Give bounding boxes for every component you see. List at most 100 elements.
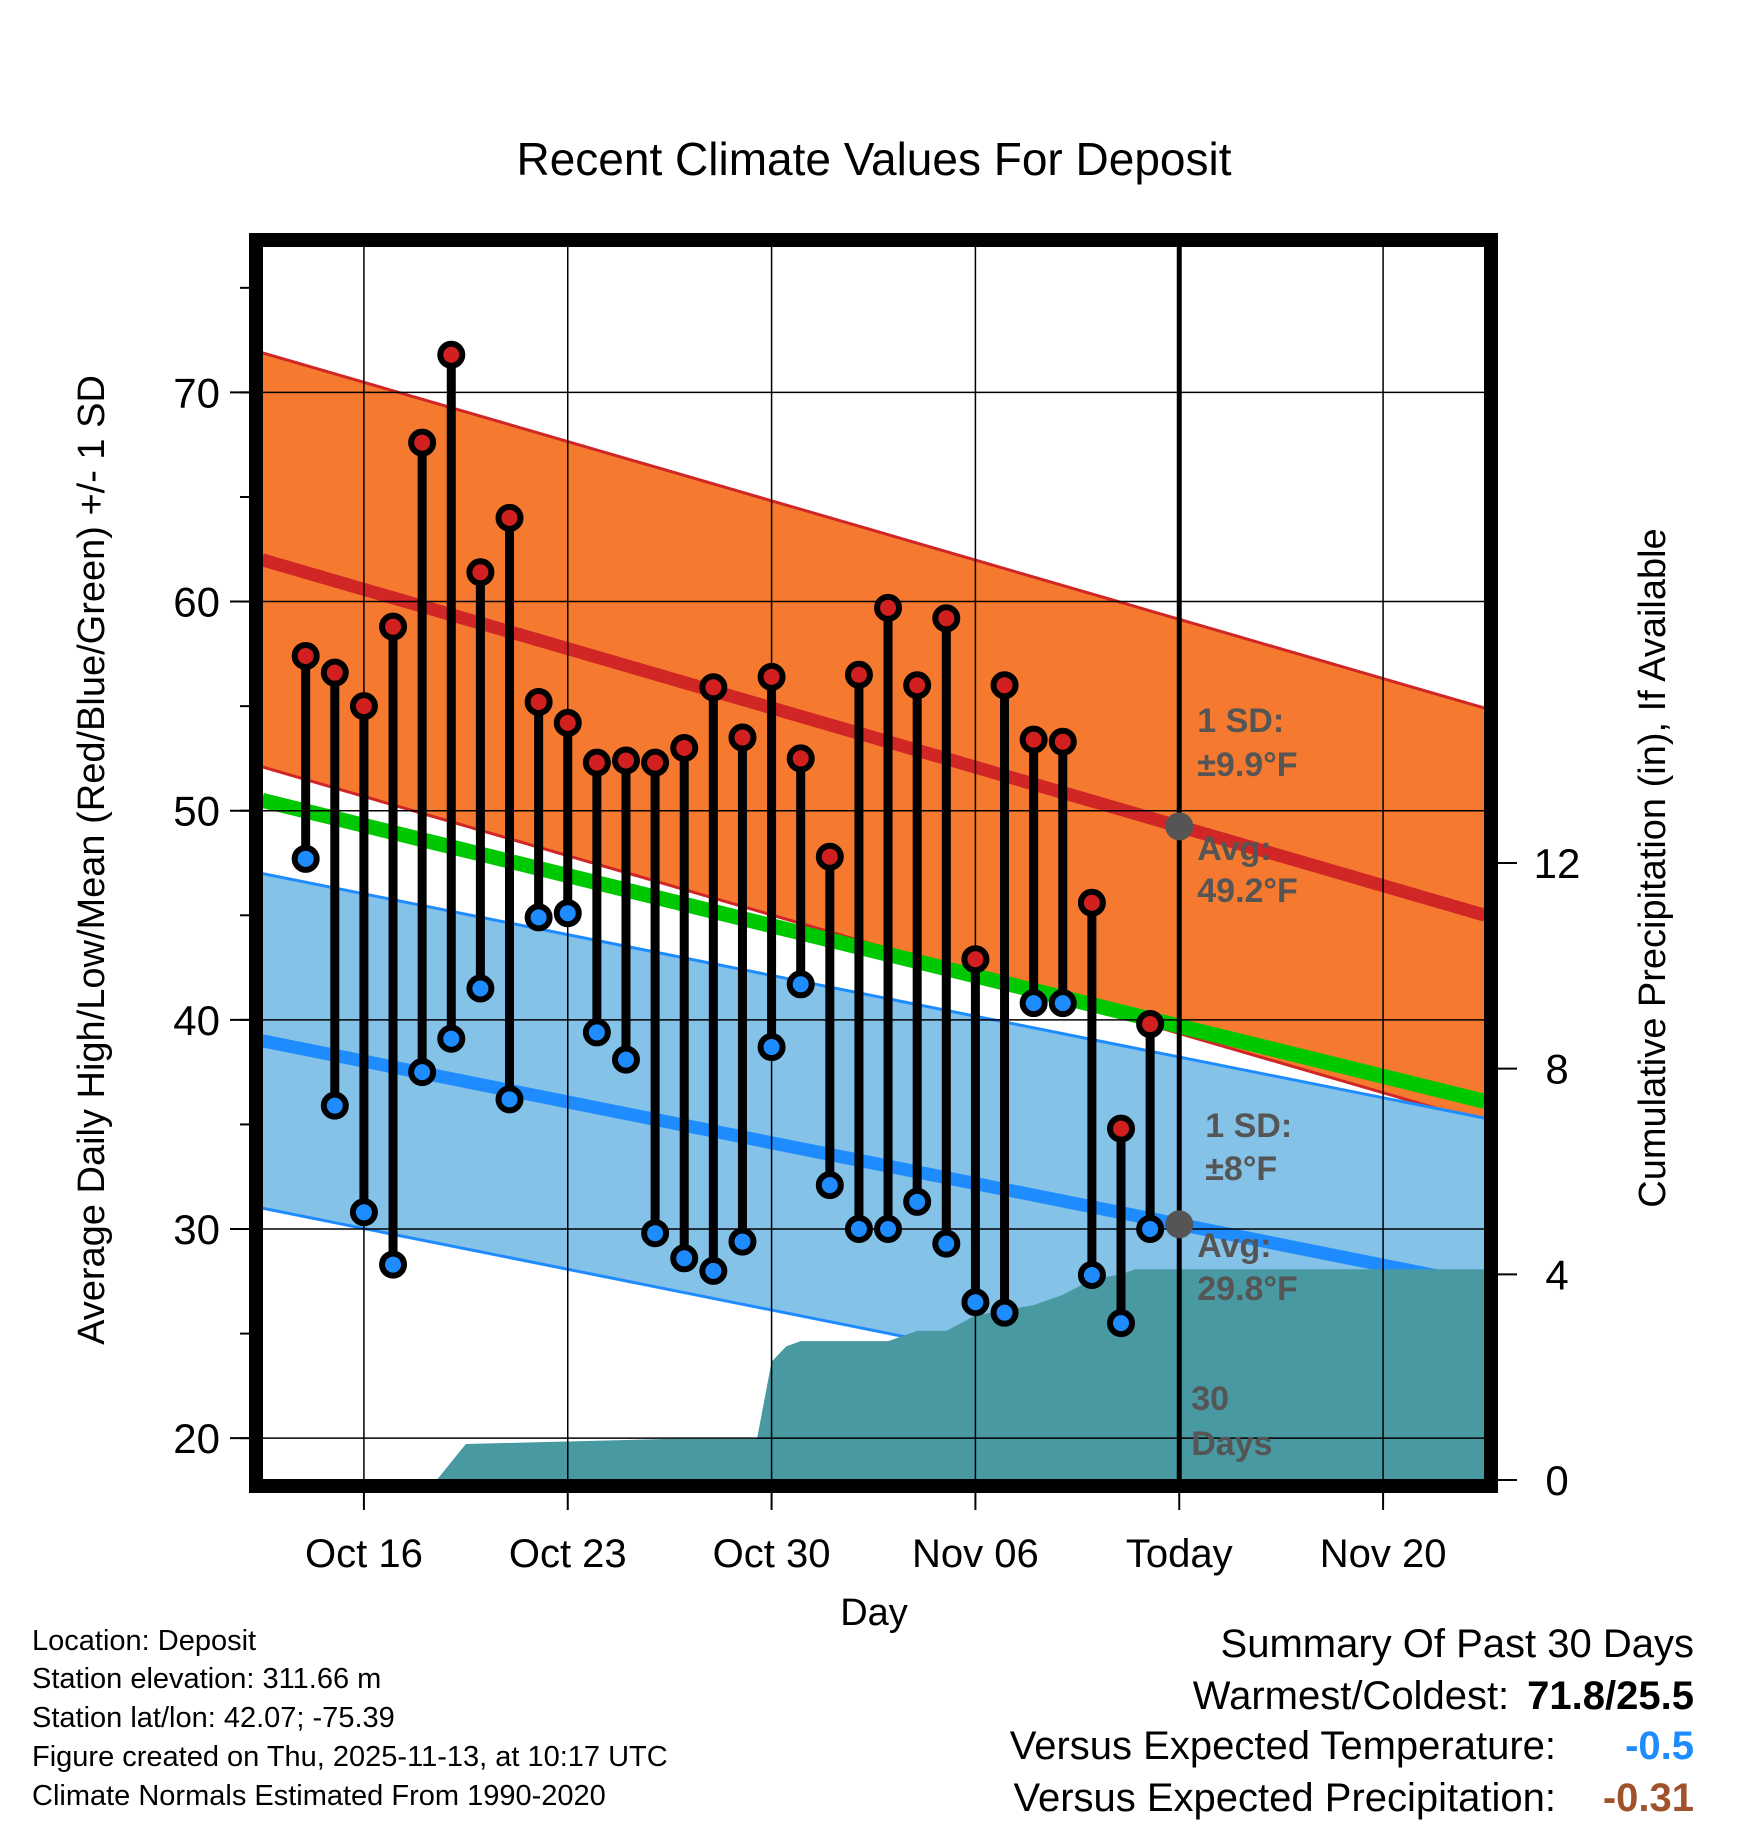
x-tick-label: Nov 20 bbox=[1320, 1532, 1447, 1576]
low-point bbox=[932, 1229, 961, 1258]
high-point bbox=[699, 673, 728, 702]
low-point bbox=[757, 1033, 786, 1062]
x-tick-label: Nov 06 bbox=[912, 1532, 1039, 1576]
mean-normal-line bbox=[262, 792, 1485, 1109]
warm-cold-label: Warmest/Coldest: bbox=[1192, 1674, 1510, 1718]
high-point bbox=[903, 671, 932, 700]
high-point bbox=[961, 945, 990, 974]
plot-frame bbox=[249, 233, 1498, 1493]
summary-warm-cold: Warmest/Coldest: 71.8/25.5 bbox=[1193, 1674, 1694, 1719]
normals-text: Climate Normals Estimated From 1990-2020 bbox=[32, 1780, 606, 1812]
summary-precip: Versus Expected Precipitation: -0.31 bbox=[1013, 1776, 1694, 1821]
low-sd-label-line2: ±8°F bbox=[1205, 1150, 1277, 1188]
elevation-text: Station elevation: 311.66 m bbox=[32, 1663, 382, 1695]
y-tick-label: 50 bbox=[173, 788, 220, 835]
low-point bbox=[961, 1288, 990, 1317]
low-point bbox=[553, 899, 582, 928]
period-label-line1: 30 bbox=[1191, 1380, 1229, 1418]
low-point bbox=[524, 903, 553, 932]
high-point bbox=[1136, 1010, 1165, 1039]
low-point bbox=[466, 974, 495, 1003]
low-normal-line bbox=[262, 1034, 1485, 1292]
temp-label: Versus Expected Temperature: bbox=[1009, 1724, 1556, 1768]
low-point bbox=[611, 1045, 640, 1074]
high-point bbox=[320, 658, 349, 687]
low-point bbox=[670, 1244, 699, 1273]
high-point bbox=[815, 842, 844, 871]
low-point bbox=[990, 1298, 1019, 1327]
high-point bbox=[786, 744, 815, 773]
high-point bbox=[524, 687, 553, 716]
x-tick-label: Oct 23 bbox=[509, 1532, 627, 1576]
y-axis-label: Average Daily High/Low/Mean (Red/Blue/Gr… bbox=[71, 375, 113, 1345]
low-point bbox=[291, 844, 320, 873]
x-tick-label: Oct 16 bbox=[305, 1532, 423, 1576]
y2-tick-label: 0 bbox=[1545, 1457, 1568, 1504]
high-point bbox=[932, 604, 961, 633]
today-low-avg-marker bbox=[1165, 1210, 1194, 1239]
low-point bbox=[844, 1215, 873, 1244]
high-point bbox=[408, 428, 437, 457]
high-point bbox=[844, 660, 873, 689]
high-point bbox=[874, 593, 903, 622]
high-sd-upper-line bbox=[262, 351, 1485, 710]
y2-tick-label: 12 bbox=[1534, 840, 1581, 887]
y-tick-label: 70 bbox=[173, 369, 220, 416]
low-point bbox=[349, 1198, 378, 1227]
low-point bbox=[1019, 989, 1048, 1018]
low-avg-label-line2: 29.8°F bbox=[1197, 1270, 1298, 1308]
low-point bbox=[903, 1187, 932, 1216]
high-avg-label-line2: 49.2°F bbox=[1197, 872, 1298, 910]
y2-tick-label: 4 bbox=[1545, 1251, 1568, 1298]
low-point bbox=[408, 1058, 437, 1087]
low-point bbox=[437, 1024, 466, 1053]
high-point bbox=[728, 723, 757, 752]
x-tick-label: Oct 30 bbox=[713, 1532, 831, 1576]
period-label-line2: Days bbox=[1191, 1425, 1272, 1463]
created-text: Figure created on Thu, 2025-11-13, at 10… bbox=[32, 1741, 668, 1773]
high-point bbox=[611, 746, 640, 775]
y-tick-label: 60 bbox=[173, 579, 220, 626]
summary-heading: Summary Of Past 30 Days bbox=[1220, 1622, 1694, 1666]
high-point bbox=[553, 708, 582, 737]
high-point bbox=[1019, 725, 1048, 754]
low-sd-label-line1: 1 SD: bbox=[1205, 1107, 1292, 1145]
high-point bbox=[437, 340, 466, 369]
low-point bbox=[1077, 1261, 1106, 1290]
low-point bbox=[815, 1171, 844, 1200]
high-point bbox=[1077, 888, 1106, 917]
plot-area: 1 SD: ±9.9°F Avg: 49.2°F 1 SD: ±8°F Avg: 29.8°F… bbox=[262, 246, 1485, 1480]
high-point bbox=[291, 641, 320, 670]
y-tick-label: 30 bbox=[173, 1206, 220, 1253]
summary-temp: Versus Expected Temperature: -0.5 bbox=[1010, 1724, 1694, 1769]
high-point bbox=[990, 671, 1019, 700]
x-axis-label: Day bbox=[840, 1592, 908, 1634]
low-avg-label-line1: Avg: bbox=[1197, 1227, 1271, 1265]
temp-value: -0.5 bbox=[1625, 1724, 1694, 1768]
y-tick-label: 20 bbox=[173, 1415, 220, 1462]
low-point bbox=[728, 1227, 757, 1256]
latlon-text: Station lat/lon: 42.07; -75.39 bbox=[32, 1702, 395, 1734]
low-point bbox=[786, 970, 815, 999]
low-point bbox=[495, 1085, 524, 1114]
low-point bbox=[320, 1091, 349, 1120]
chart-title: Recent Climate Values For Deposit bbox=[517, 133, 1232, 185]
high-sd-label-line1: 1 SD: bbox=[1197, 702, 1284, 740]
low-point bbox=[1048, 989, 1077, 1018]
precip-value: -0.31 bbox=[1602, 1776, 1694, 1820]
high-point bbox=[757, 662, 786, 691]
warm-cold-value: 71.8/25.5 bbox=[1527, 1674, 1694, 1718]
high-normal-line bbox=[262, 553, 1485, 922]
low-point bbox=[874, 1215, 903, 1244]
low-point bbox=[379, 1250, 408, 1279]
y2-axis-label: Cumulative Precipitation (in), If Availa… bbox=[1632, 528, 1674, 1207]
y-tick-label: 40 bbox=[173, 997, 220, 1044]
high-point bbox=[379, 612, 408, 641]
low-point bbox=[699, 1256, 728, 1285]
x-tick-label: Today bbox=[1126, 1532, 1233, 1576]
high-point bbox=[1107, 1114, 1136, 1143]
high-point bbox=[349, 692, 378, 721]
high-point bbox=[1048, 727, 1077, 756]
low-sd-upper-line bbox=[262, 871, 1485, 1120]
